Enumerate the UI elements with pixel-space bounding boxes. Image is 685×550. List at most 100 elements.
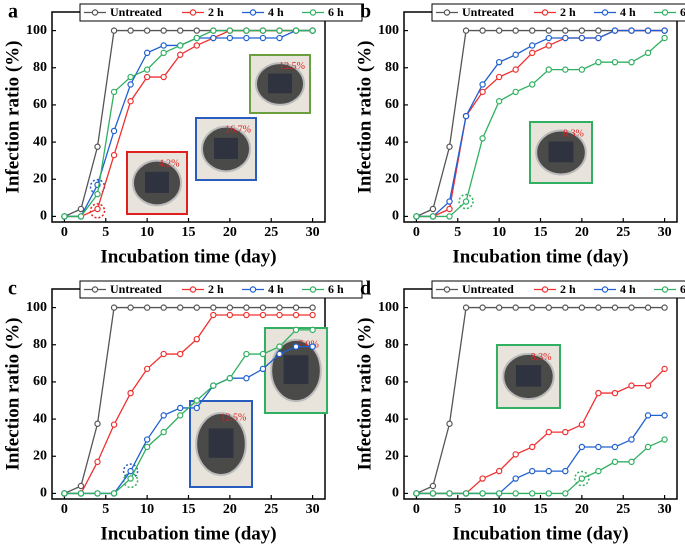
legend-marker — [601, 286, 609, 293]
data-point — [495, 27, 503, 34]
data-point — [143, 443, 151, 451]
data-point — [479, 27, 486, 34]
data-point — [143, 49, 151, 57]
series-line — [64, 29, 313, 218]
legend-marker — [91, 286, 99, 293]
data-point — [661, 412, 668, 419]
plot-frame — [403, 11, 678, 223]
legend-label: 2 h — [560, 5, 576, 19]
data-point — [495, 73, 503, 81]
panel-label: c — [8, 278, 17, 300]
data-point — [160, 428, 167, 436]
data-point — [529, 304, 536, 311]
data-point — [512, 490, 519, 497]
data-point — [413, 490, 420, 497]
data-point — [292, 343, 300, 350]
series-line — [416, 414, 665, 495]
data-point — [611, 27, 619, 34]
data-point — [529, 49, 536, 57]
y-tick-label: 100 — [26, 23, 47, 38]
data-point — [462, 490, 470, 497]
data-point — [562, 304, 569, 311]
series-line — [416, 438, 665, 495]
data-point — [243, 375, 250, 382]
data-point — [226, 311, 234, 319]
legend-label: 4 h — [620, 282, 636, 296]
data-point — [210, 34, 217, 42]
data-point — [562, 66, 569, 73]
y-tick-label: 20 — [33, 448, 47, 463]
inset-sample — [145, 171, 169, 193]
data-point — [545, 304, 552, 311]
data-point — [77, 490, 85, 497]
series-line — [64, 314, 313, 495]
x-tick-label: 25 — [616, 502, 630, 517]
data-point — [562, 34, 569, 42]
x-tick-label: 15 — [182, 502, 196, 517]
data-point — [562, 27, 569, 34]
data-point — [628, 382, 635, 389]
plot-frame — [51, 11, 326, 223]
data-point — [127, 467, 134, 475]
legend-frame — [431, 3, 685, 22]
legend-frame — [431, 280, 685, 299]
x-tick-label: 20 — [575, 225, 589, 240]
data-point — [446, 420, 453, 427]
series-line — [64, 329, 313, 495]
data-point — [611, 458, 619, 466]
data-point — [661, 27, 668, 34]
y-tick-label: 100 — [378, 23, 399, 38]
y-tick-label: 100 — [378, 300, 399, 315]
data-point — [127, 81, 134, 88]
legend-label: Untreated — [462, 5, 514, 19]
y-tick-label: 20 — [385, 171, 399, 186]
data-point — [77, 482, 85, 490]
data-point — [578, 304, 586, 311]
data-point — [243, 27, 250, 34]
y-tick-label: 80 — [33, 60, 47, 75]
data-point — [578, 421, 586, 428]
x-tick-label: 5 — [454, 502, 461, 517]
data-point — [562, 490, 569, 497]
x-tick-label: 15 — [534, 502, 548, 517]
data-point — [611, 443, 619, 451]
data-point — [177, 27, 184, 34]
data-point — [143, 304, 151, 311]
data-point — [545, 66, 552, 73]
data-point — [512, 66, 519, 73]
data-point — [446, 205, 453, 213]
data-point — [143, 436, 151, 443]
data-point — [529, 81, 536, 88]
data-point — [512, 27, 519, 34]
y-tick-label: 60 — [33, 97, 47, 112]
data-point — [446, 143, 453, 150]
data-point — [243, 34, 250, 42]
data-point — [578, 66, 586, 73]
data-point — [413, 213, 420, 220]
legend-marker — [661, 9, 669, 16]
data-point — [160, 412, 167, 419]
data-point — [644, 382, 652, 389]
data-point — [193, 27, 200, 34]
data-point — [127, 27, 134, 34]
y-axis-label: Infection ratio (%) — [2, 40, 23, 193]
data-point — [578, 475, 586, 482]
y-tick-label: 0 — [40, 209, 47, 224]
data-point — [110, 151, 118, 159]
data-point — [292, 326, 300, 334]
series-line — [64, 306, 313, 495]
inset-sample — [548, 141, 574, 163]
data-point — [94, 490, 101, 497]
data-point — [110, 421, 118, 428]
data-point — [160, 73, 167, 81]
data-point — [160, 350, 167, 358]
data-point — [94, 190, 101, 198]
x-tick-label: 5 — [102, 225, 109, 240]
legend-label: 4 h — [268, 5, 284, 19]
legend-marker — [189, 9, 197, 16]
x-tick-label: 5 — [102, 502, 109, 517]
data-point — [77, 205, 85, 213]
y-tick-label: 80 — [33, 337, 47, 352]
legend-label: 6 h — [328, 5, 344, 19]
legend-marker — [443, 286, 451, 293]
